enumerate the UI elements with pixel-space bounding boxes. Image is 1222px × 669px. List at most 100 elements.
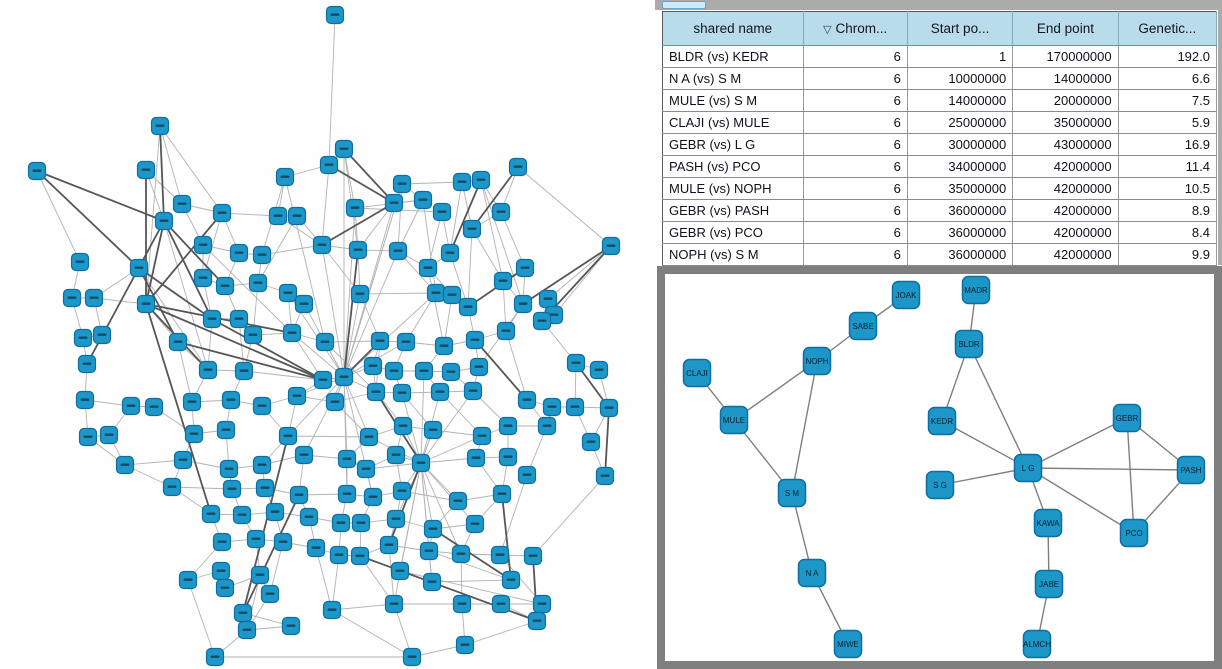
network-edge[interactable] [1126, 417, 1135, 534]
column-header-genetic[interactable]: Genetic... [1118, 11, 1218, 46]
network-edge [36, 170, 140, 269]
network-edge [324, 341, 377, 393]
sub-network-svg: JOAK MADR SABE BLDR NOPH CLAJI MULE KEDR GEBR L G… [682, 275, 1206, 659]
node-label-smudge [227, 487, 237, 490]
main-network-svg [27, 5, 621, 667]
table-row[interactable]: N A (vs) S M 6 10000000 14000000 6.6 [662, 67, 1218, 90]
network-edge[interactable] [791, 360, 818, 494]
node-label-smudge [339, 375, 349, 378]
node-label-smudge [273, 214, 283, 217]
table-row[interactable]: GEBR (vs) PASH 6 36000000 42000000 8.9 [662, 199, 1218, 222]
table-row[interactable]: BLDR (vs) KEDR 6 1 170000000 192.0 [662, 45, 1218, 68]
network-node-claji[interactable] [682, 358, 712, 388]
network-node-mule[interactable] [719, 405, 749, 435]
network-node-pash[interactable] [1176, 455, 1206, 485]
network-node-n-a[interactable] [797, 558, 827, 588]
node-label-smudge [467, 227, 477, 230]
network-node-almch[interactable] [1022, 629, 1052, 659]
network-edge [401, 490, 459, 502]
table-cell: 42000000 [1012, 155, 1119, 178]
node-label: MIWE [837, 640, 859, 649]
network-node-madr[interactable] [961, 275, 991, 305]
network-edge [388, 462, 422, 546]
table-row[interactable]: MULE (vs) NOPH 6 35000000 42000000 10.5 [662, 177, 1218, 200]
node-label-smudge [594, 368, 604, 371]
network-node-joak[interactable] [891, 280, 921, 310]
node-label-smudge [542, 424, 552, 427]
node-label-smudge [428, 527, 438, 530]
network-edge [145, 220, 165, 305]
table-row[interactable]: MULE (vs) S M 6 14000000 20000000 7.5 [662, 89, 1218, 112]
network-edge [432, 528, 512, 581]
node-label-smudge [203, 368, 213, 371]
node-label-smudge [384, 543, 394, 546]
network-edge [163, 220, 213, 320]
node-label-smudge [248, 333, 258, 336]
network-edge [343, 293, 361, 378]
network-edge[interactable] [1027, 467, 1135, 534]
node-label-smudge [418, 198, 428, 201]
table-scrollbar-thumb[interactable] [662, 1, 706, 9]
network-edge [604, 407, 610, 477]
node-label-smudge [355, 554, 365, 557]
network-edge[interactable] [939, 467, 1029, 486]
table-cell: 42000000 [1012, 243, 1119, 266]
network-edge [401, 181, 463, 185]
network-edge [420, 462, 434, 530]
network-node-kedr[interactable] [927, 406, 957, 436]
network-node-jabe[interactable] [1034, 569, 1064, 599]
column-header-chromosome[interactable]: ▽ Chrom... [803, 11, 908, 46]
node-label-smudge [75, 260, 85, 263]
table-row[interactable]: PASH (vs) PCO 6 34000000 42000000 11.4 [662, 155, 1218, 178]
column-header-shared-name[interactable]: shared name [662, 11, 804, 46]
node-label-smudge [600, 474, 610, 477]
node-label-smudge [234, 251, 244, 254]
network-edge[interactable] [968, 343, 1029, 469]
node-label-smudge [371, 390, 381, 393]
network-edge [331, 603, 395, 611]
node-label-smudge [447, 293, 457, 296]
network-node-gebr[interactable] [1112, 403, 1142, 433]
node-label-smudge [468, 389, 478, 392]
node-label-smudge [355, 292, 365, 295]
network-node-s-g[interactable] [925, 470, 955, 500]
node-label-smudge [520, 266, 530, 269]
network-edge [393, 462, 422, 605]
node-label-smudge [311, 546, 321, 549]
node-label: KAWA [1037, 519, 1061, 528]
network-node-noph[interactable] [802, 346, 832, 376]
node-label-smudge [496, 602, 506, 605]
node-label-smudge [167, 485, 177, 488]
table-row[interactable]: GEBR (vs) PCO 6 36000000 42000000 8.4 [662, 221, 1218, 244]
network-edge [242, 494, 300, 614]
node-label-smudge [173, 340, 183, 343]
network-edge [420, 370, 425, 464]
node-label-smudge [141, 302, 151, 305]
node-label-smudge [299, 453, 309, 456]
node-label-smudge [82, 362, 92, 365]
table-row[interactable]: GEBR (vs) L G 6 30000000 43000000 16.9 [662, 133, 1218, 156]
network-edge[interactable] [1027, 417, 1128, 469]
network-node-s-m[interactable] [777, 478, 807, 508]
table-cell: 6.6 [1118, 67, 1218, 90]
network-node-l-g[interactable] [1013, 453, 1043, 483]
column-header-end-point[interactable]: End point [1012, 11, 1119, 46]
network-node-miwe[interactable] [833, 629, 863, 659]
node-label: MADR [964, 286, 988, 295]
table-row[interactable]: CLAJI (vs) MULE 6 25000000 35000000 5.9 [662, 111, 1218, 134]
network-edge[interactable] [1027, 467, 1192, 471]
network-node-pco[interactable] [1119, 518, 1149, 548]
column-header-start-point[interactable]: Start po... [907, 11, 1014, 46]
network-node-sabe[interactable] [848, 311, 878, 341]
table-cell: 1 [907, 45, 1014, 68]
network-edge [343, 148, 395, 204]
network-edge[interactable] [941, 420, 1029, 469]
network-node-bldr[interactable] [954, 329, 984, 359]
node-label-smudge [78, 336, 88, 339]
node-label-smudge [606, 244, 616, 247]
network-node-kawa[interactable] [1033, 508, 1063, 538]
table-cell: 6 [803, 243, 908, 266]
node-label: JOAK [896, 291, 918, 300]
network-edge [261, 244, 323, 256]
table-row[interactable]: NOPH (vs) S M 6 36000000 42000000 9.9 [662, 243, 1218, 266]
